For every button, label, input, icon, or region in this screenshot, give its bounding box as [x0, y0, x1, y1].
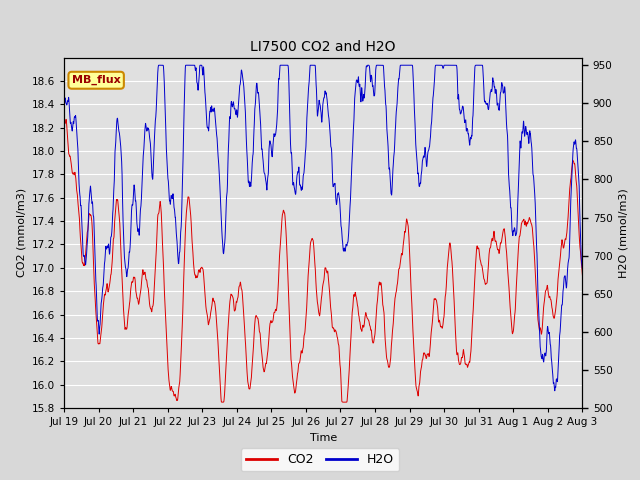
Title: LI7500 CO2 and H2O: LI7500 CO2 and H2O: [250, 40, 396, 54]
Legend: CO2, H2O: CO2, H2O: [241, 448, 399, 471]
X-axis label: Time: Time: [310, 432, 337, 443]
Text: MB_flux: MB_flux: [72, 75, 120, 85]
Y-axis label: H2O (mmol/m3): H2O (mmol/m3): [618, 188, 628, 277]
Y-axis label: CO2 (mmol/m3): CO2 (mmol/m3): [16, 188, 26, 277]
